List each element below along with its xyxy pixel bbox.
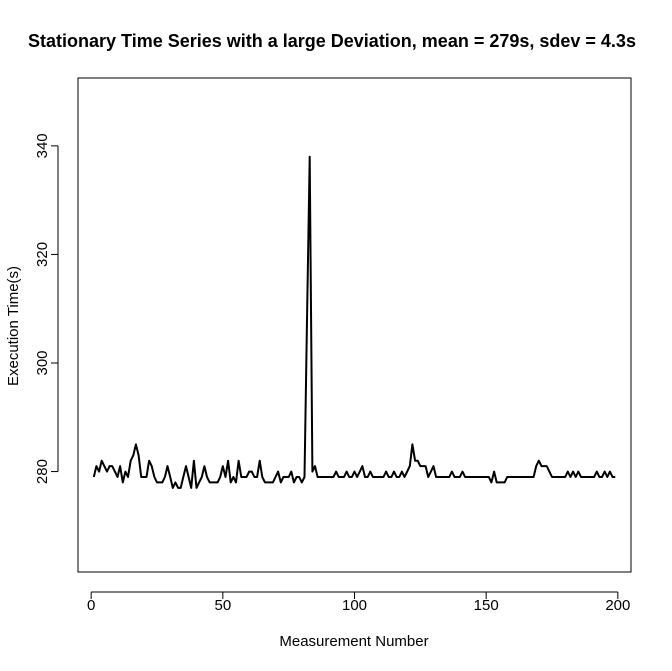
series-line	[92, 155, 616, 489]
y-axis: 280 300 320 340	[34, 133, 59, 484]
x-tick-label: 50	[214, 597, 231, 614]
y-tick-label: 320	[34, 242, 51, 267]
x-tick-label: 150	[474, 597, 499, 614]
chart-title: Stationary Time Series with a large Devi…	[28, 31, 636, 51]
x-axis: 0 50 100 150 200	[87, 591, 630, 614]
y-tick-label: 300	[34, 350, 51, 375]
x-tick-label: 100	[342, 597, 367, 614]
x-tick-label: 0	[87, 597, 95, 614]
plot-frame	[77, 77, 632, 573]
y-tick-label: 340	[34, 133, 51, 158]
y-tick-label: 280	[34, 459, 51, 484]
x-axis-label: Measurement Number	[279, 633, 428, 650]
x-tick-label: 200	[605, 597, 630, 614]
y-axis-label: Execution Time(s)	[5, 266, 22, 386]
series-layer	[92, 155, 616, 489]
